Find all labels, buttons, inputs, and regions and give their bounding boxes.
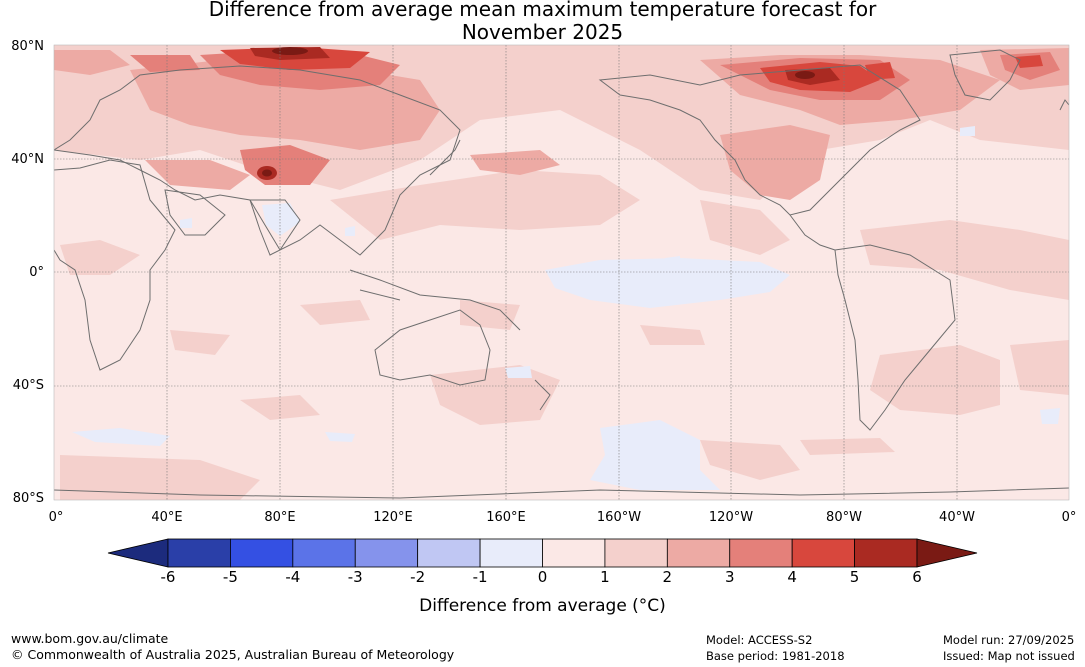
continent-outlines xyxy=(54,49,1069,499)
lat-label-80s: 80°S xyxy=(12,491,44,506)
lon-label-160w: 160°W xyxy=(596,510,642,525)
lon-label-80e: 80°E xyxy=(264,510,296,525)
footer-base-period: Base period: 1981-2018 xyxy=(706,649,845,663)
colorbar-tick-label: 0 xyxy=(537,568,548,586)
colorbar-tick-label: 1 xyxy=(600,568,610,586)
lon-label-80w: 80°W xyxy=(826,510,862,525)
lon-label-0-left: 0° xyxy=(48,510,64,525)
greenland-outline xyxy=(949,49,1021,101)
lon-label-120e: 120°E xyxy=(373,510,413,525)
anomaly-0-to-minus-1-regions xyxy=(72,126,1060,490)
africa-outline xyxy=(54,159,176,371)
lat-label-40n: 40°N xyxy=(11,152,44,167)
indonesia-outline xyxy=(349,269,521,331)
lon-label-0-right: 0° xyxy=(1061,510,1077,525)
footer-issued: Issued: Map not issued xyxy=(943,649,1075,663)
footer-model-run: Model run: 27/09/2025 xyxy=(943,633,1075,647)
footer-url: www.bom.gov.au/climate xyxy=(11,631,169,646)
colorbar-box xyxy=(292,538,356,568)
colorbar-tick-label: 6 xyxy=(912,568,922,586)
colorbar-tick-label: -2 xyxy=(410,568,426,586)
footer-model: Model: ACCESS-S2 xyxy=(706,633,813,647)
map-title-line-1: Difference from average mean maximum tem… xyxy=(208,0,877,21)
colorbar-tick-label: 3 xyxy=(724,568,735,586)
colorbar xyxy=(107,538,978,568)
central-america-outline xyxy=(789,214,836,251)
lon-label-120w: 120°W xyxy=(708,510,754,525)
australia-outline xyxy=(374,309,491,386)
arabia-outline xyxy=(164,189,226,236)
north-america-outline xyxy=(598,64,921,216)
colorbar-tick-label: -3 xyxy=(347,568,363,586)
lat-label-equator: 0° xyxy=(29,265,44,280)
colorbar-arrow-low xyxy=(107,538,169,568)
colorbar-box xyxy=(417,538,481,568)
colorbar-tick-label: -5 xyxy=(222,568,238,586)
colorbar-tick-label: -4 xyxy=(285,568,301,586)
lat-label-40s: 40°S xyxy=(12,378,44,393)
colorbar-box xyxy=(604,538,668,568)
south-america-outline xyxy=(834,244,956,431)
colorbar-arrow-high xyxy=(916,538,978,568)
antarctica-outline xyxy=(54,487,1069,499)
colorbar-tick-label: -6 xyxy=(160,568,176,586)
lon-label-40e: 40°E xyxy=(151,510,183,525)
new-zealand-outline xyxy=(534,379,551,411)
colorbar-box xyxy=(729,538,793,568)
colorbar-box xyxy=(542,538,606,568)
colorbar-tick-label: 2 xyxy=(662,568,673,586)
colorbar-tick-label: 5 xyxy=(849,568,860,586)
colorbar-tick-label: -1 xyxy=(472,568,488,586)
colorbar-box xyxy=(666,538,731,568)
colorbar-box xyxy=(167,538,231,568)
colorbar-box xyxy=(791,538,855,568)
colorbar-label: Difference from average (°C) xyxy=(419,596,666,616)
colorbar-box xyxy=(230,538,294,568)
graticule xyxy=(54,45,1069,500)
map-title-line-2: November 2025 xyxy=(461,20,624,44)
anomaly-map xyxy=(53,44,1070,501)
lon-label-40w: 40°W xyxy=(939,510,975,525)
lat-label-80n: 80°N xyxy=(11,39,44,54)
map-frame xyxy=(53,44,1070,501)
colorbar-tick-label: 4 xyxy=(787,568,797,586)
colorbar-box xyxy=(354,538,419,568)
colorbar-box xyxy=(479,538,543,568)
footer-copyright: © Commonwealth of Australia 2025, Austra… xyxy=(11,647,455,662)
anomaly-above-6-regions xyxy=(262,47,815,177)
uk-outline xyxy=(1059,99,1069,111)
japan-outline xyxy=(429,139,461,176)
lon-label-160e: 160°E xyxy=(486,510,526,525)
colorbar-box xyxy=(854,538,918,568)
